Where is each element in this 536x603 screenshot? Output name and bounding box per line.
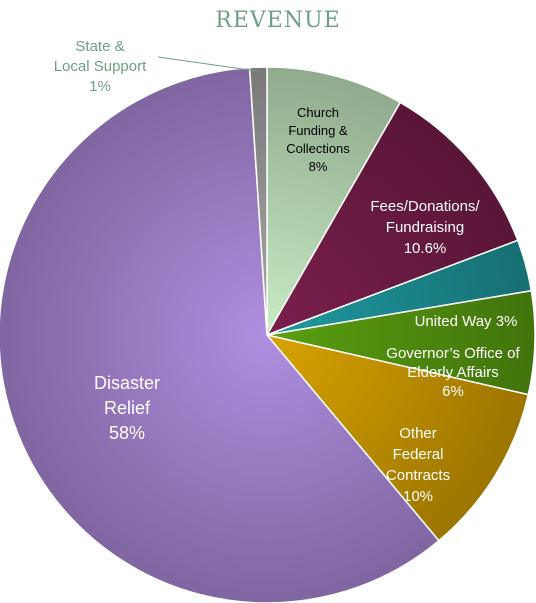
slice-label-line: State &: [75, 38, 124, 55]
slice-label-united-way: United Way 3%: [415, 313, 518, 330]
slice-label-line: Contracts: [386, 467, 450, 484]
slice-label-line: Collections: [286, 141, 350, 156]
slice-label-line: Governor’s Office of: [386, 345, 520, 362]
pie-slice-church: [266, 66, 402, 338]
slice-label-state-local: State & Local Support 1%: [54, 38, 147, 95]
slice-label-line: Fundraising: [386, 219, 464, 236]
slice-label-line: Disaster: [94, 373, 160, 393]
slice-label-line: Fees/Donations/: [370, 198, 480, 215]
pie-slice-other-federal: [264, 333, 530, 542]
leader-line-state-local: [157, 56, 259, 72]
chart-title: REVENUE: [215, 8, 340, 33]
slice-label-line: 58%: [109, 423, 145, 443]
slice-label-line: Funding &: [288, 123, 348, 138]
slice-label-line: 10%: [403, 488, 433, 505]
slice-label-line: Federal: [393, 446, 444, 463]
slice-label-line: Relief: [104, 398, 151, 418]
slice-label-line: 8%: [309, 159, 328, 174]
slice-label-governors-office: Governor’s Office of Elderly Affairs 6%: [386, 345, 520, 400]
slice-label-line: United Way 3%: [415, 313, 518, 330]
slice-label-line: Elderly Affairs: [407, 364, 498, 381]
slice-label-line: Other: [399, 425, 437, 442]
slice-label-line: 10.6%: [404, 240, 447, 257]
slice-label-line: 1%: [89, 78, 111, 95]
slice-label-fees: Fees/Donations/Fundraising 10.6%: [370, 198, 480, 257]
slice-label-other-federal: Other Federal Contracts 10%: [386, 425, 450, 505]
pie-slice-state-local: [248, 66, 268, 336]
slice-label-church: Church Funding & Collections 8%: [286, 105, 350, 174]
slice-label-line: 6%: [442, 383, 464, 400]
pie-slice-disaster-relief: [0, 66, 440, 603]
slice-label-disaster-relief: Disaster Relief 58%: [94, 373, 160, 443]
slice-label-line: Local Support: [54, 58, 147, 75]
slice-label-line: Church: [297, 105, 339, 120]
pie-slice-fees: [265, 101, 519, 337]
